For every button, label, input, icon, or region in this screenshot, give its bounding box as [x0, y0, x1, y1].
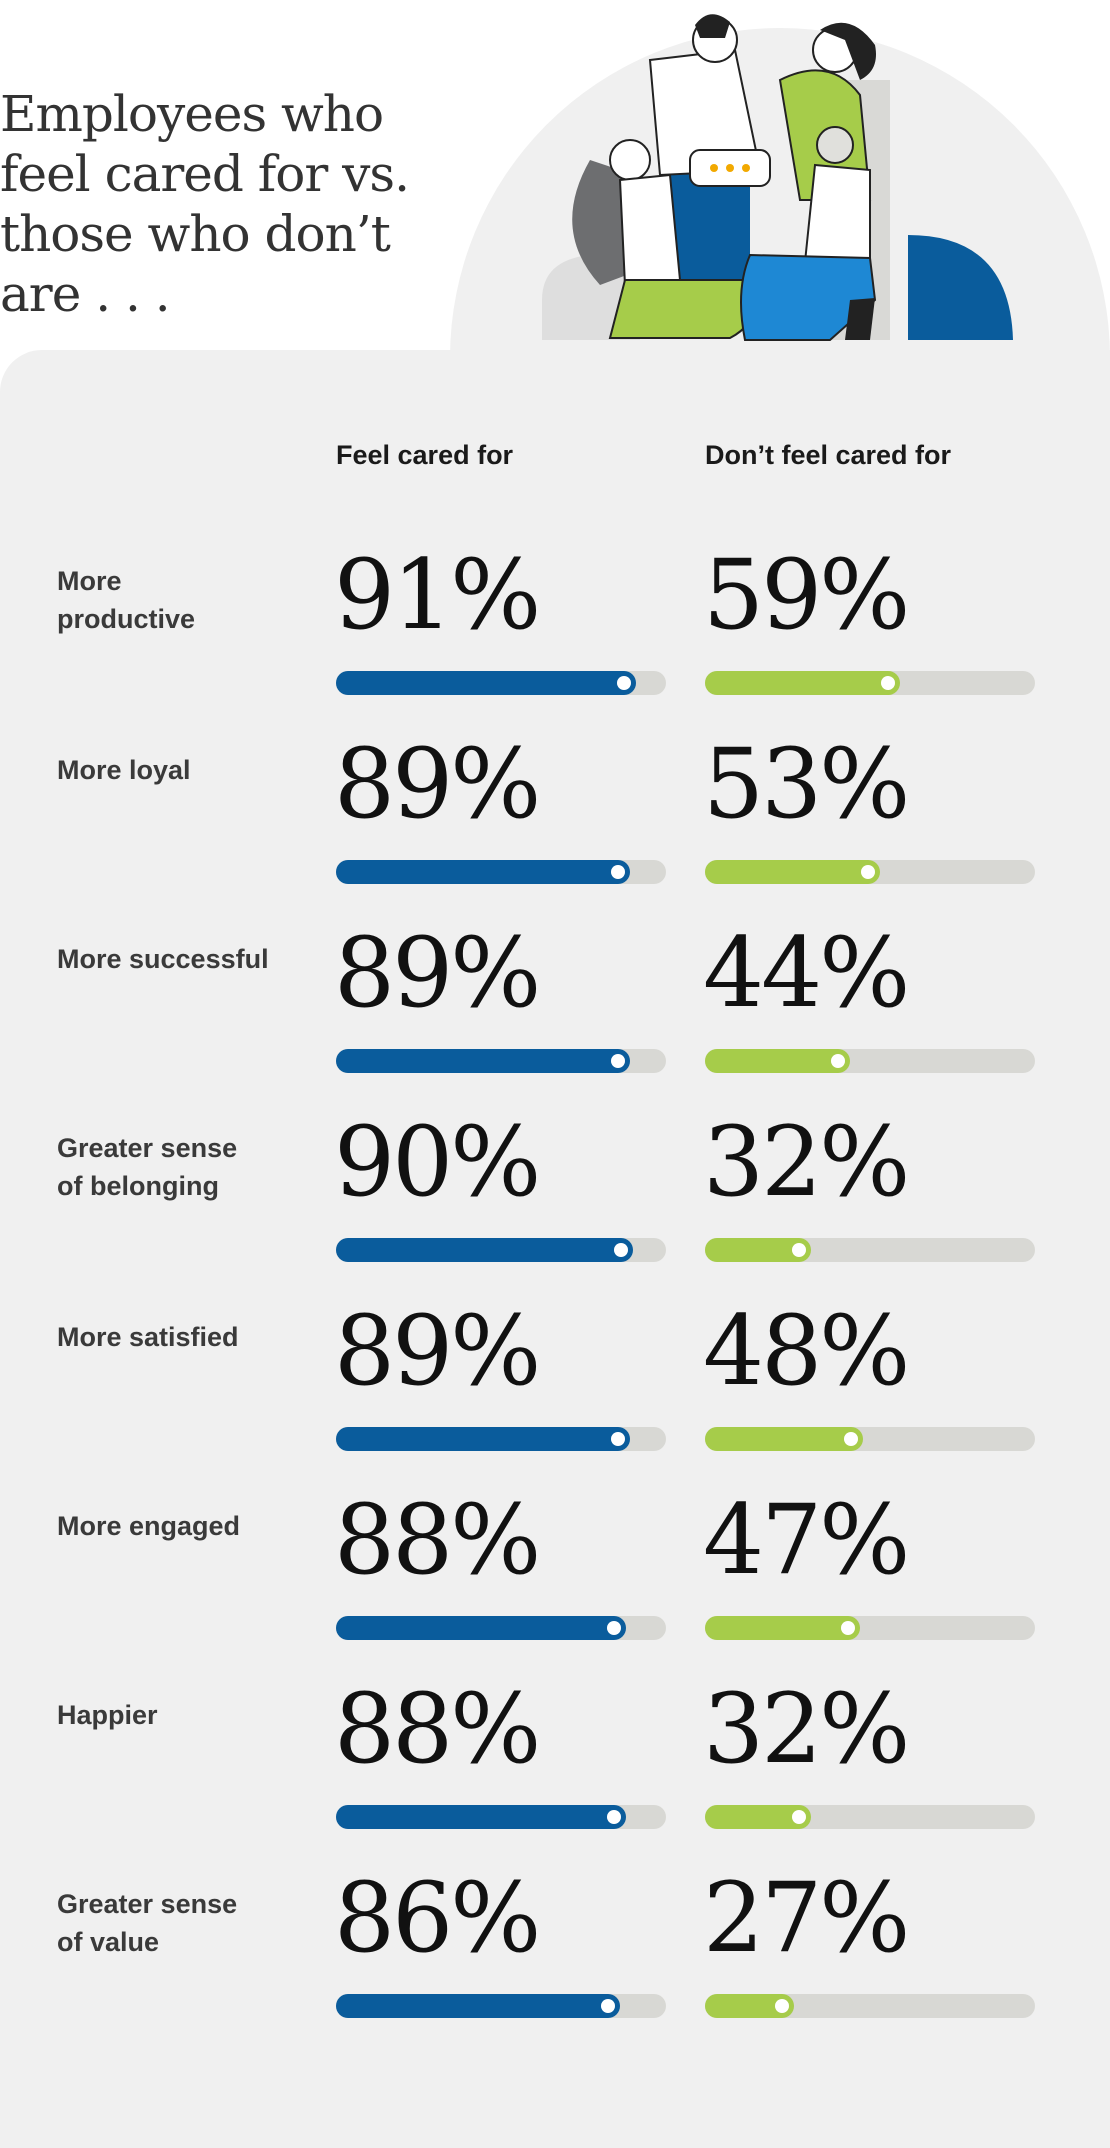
value-label-dont-feel-cared-for: 44% — [703, 917, 910, 1029]
bar-end-marker — [844, 1432, 859, 1446]
bubble-dot-1 — [710, 164, 718, 172]
row-label: More loyal — [57, 755, 191, 785]
value-label-feel-cared-for: 86% — [334, 1862, 541, 1974]
bar-end-marker — [610, 1054, 625, 1068]
comparison-row: More engaged 88% 47% — [0, 1485, 1110, 1674]
bar-end-marker — [600, 1999, 615, 2013]
bubble-dot-3 — [742, 164, 750, 172]
comparison-row: Happier 88% 32% — [0, 1674, 1110, 1863]
bar-track-feel-cared-for — [336, 1427, 666, 1451]
bar-dont-feel-cared-for — [705, 1427, 864, 1451]
bar-track-feel-cared-for — [336, 1616, 666, 1640]
value-label-feel-cared-for: 89% — [334, 1295, 541, 1407]
kneeling-man-shirt — [803, 163, 871, 264]
bar-track-dont-feel-cared-for — [705, 671, 1035, 695]
bar-feel-cared-for — [336, 1616, 627, 1640]
value-label-feel-cared-for: 88% — [334, 1673, 541, 1785]
bar-track-dont-feel-cared-for — [705, 1427, 1035, 1451]
bar-end-marker — [841, 1621, 856, 1635]
bar-feel-cared-for — [336, 1994, 620, 2018]
comparison-rows: More productive 91% 59% More loyal 89% 53% Mor… — [0, 540, 1110, 2052]
comparison-row: More loyal 89% 53% — [0, 729, 1110, 918]
bar-track-dont-feel-cared-for — [705, 1994, 1035, 2018]
bar-track-feel-cared-for — [336, 671, 666, 695]
bar-track-feel-cared-for — [336, 1805, 666, 1829]
value-label-dont-feel-cared-for: 59% — [703, 539, 910, 651]
kneeling-man-shoe — [845, 298, 875, 340]
headline: Employees who feel cared for vs. those w… — [0, 85, 410, 323]
bar-feel-cared-for — [336, 1427, 630, 1451]
bar-dont-feel-cared-for — [705, 671, 900, 695]
row-label: More engaged — [57, 1511, 241, 1541]
value-label-feel-cared-for: 88% — [334, 1484, 541, 1596]
bar-track-feel-cared-for — [336, 1049, 666, 1073]
blue-quarter-circle — [908, 235, 1013, 340]
bar-end-marker — [880, 676, 895, 690]
bar-feel-cared-for — [336, 1049, 630, 1073]
bar-end-marker — [775, 1999, 790, 2013]
column-header-dont-feel-cared-for: Don’t feel cared for — [705, 440, 952, 470]
value-label-dont-feel-cared-for: 32% — [703, 1106, 910, 1218]
bar-track-dont-feel-cared-for — [705, 1805, 1035, 1829]
bar-dont-feel-cared-for — [705, 860, 880, 884]
kneeling-man-pants — [740, 253, 877, 341]
value-label-dont-feel-cared-for: 27% — [703, 1862, 910, 1974]
comparison-row: More successful 89% 44% — [0, 918, 1110, 1107]
bar-track-feel-cared-for — [336, 1994, 666, 2018]
comparison-row: Greater sense of value 86% 27% — [0, 1863, 1110, 2052]
comparison-row: Greater sense of belonging 90% 32% — [0, 1107, 1110, 1296]
bar-track-feel-cared-for — [336, 1238, 666, 1262]
bar-track-dont-feel-cared-for — [705, 860, 1035, 884]
row-label: More productive — [57, 566, 196, 634]
bar-feel-cared-for — [336, 1805, 627, 1829]
bar-end-marker — [860, 865, 875, 879]
bar-dont-feel-cared-for — [705, 1616, 861, 1640]
value-label-dont-feel-cared-for: 53% — [703, 728, 910, 840]
row-label: More successful — [57, 944, 269, 974]
bar-end-marker — [607, 1810, 622, 1824]
bar-feel-cared-for — [336, 671, 637, 695]
bar-end-marker — [607, 1621, 622, 1635]
row-label: More satisfied — [57, 1322, 239, 1352]
row-label: Greater sense of belonging — [57, 1133, 238, 1201]
bar-feel-cared-for — [336, 1238, 633, 1262]
row-label: Greater sense of value — [57, 1889, 238, 1957]
value-label-dont-feel-cared-for: 32% — [703, 1673, 910, 1785]
value-label-dont-feel-cared-for: 48% — [703, 1295, 910, 1407]
value-label-feel-cared-for: 89% — [334, 917, 541, 1029]
bar-end-marker — [791, 1810, 806, 1824]
column-header-feel-cared-for: Feel cared for — [336, 440, 514, 470]
kneeling-woman-pants — [608, 279, 756, 339]
comparison-row: More satisfied 89% 48% — [0, 1296, 1110, 1485]
bar-end-marker — [791, 1243, 806, 1257]
kneeling-woman-top — [618, 173, 682, 287]
kneeling-man-head — [816, 126, 854, 164]
bar-track-dont-feel-cared-for — [705, 1238, 1035, 1262]
bar-end-marker — [610, 1432, 625, 1446]
comparison-row: More productive 91% 59% — [0, 540, 1110, 729]
standing-woman-hair — [820, 22, 876, 80]
people-conversation-illustration — [542, 14, 1013, 341]
bubble-dot-2 — [726, 164, 734, 172]
bar-end-marker — [617, 676, 632, 690]
standing-man-hair — [695, 14, 730, 38]
value-label-feel-cared-for: 91% — [334, 539, 541, 651]
value-label-dont-feel-cared-for: 47% — [703, 1484, 910, 1596]
bar-track-feel-cared-for — [336, 860, 666, 884]
value-label-feel-cared-for: 89% — [334, 728, 541, 840]
bar-dont-feel-cared-for — [705, 1049, 851, 1073]
bar-feel-cared-for — [336, 860, 630, 884]
kneeling-woman-head — [609, 139, 651, 181]
bar-end-marker — [610, 865, 625, 879]
row-label: Happier — [57, 1700, 158, 1730]
bar-track-dont-feel-cared-for — [705, 1616, 1035, 1640]
value-label-feel-cared-for: 90% — [334, 1106, 541, 1218]
bar-end-marker — [614, 1243, 628, 1257]
bar-end-marker — [831, 1054, 846, 1068]
bar-track-dont-feel-cared-for — [705, 1049, 1035, 1073]
